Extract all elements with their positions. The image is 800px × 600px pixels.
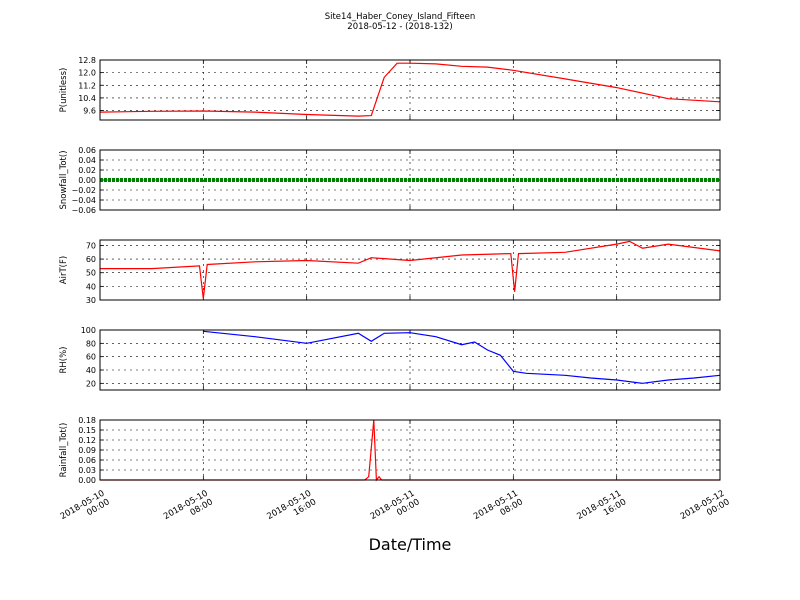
y-tick-label: −0.04 xyxy=(71,196,96,205)
panels: 12.812.011.210.49.6P(unitless)0.060.040.… xyxy=(59,56,721,485)
y-tick-label: 60 xyxy=(86,255,96,264)
y-tick-label: 10.4 xyxy=(78,94,96,103)
x-axis-label: Date/Time xyxy=(369,535,452,554)
y-tick-label: 0.09 xyxy=(78,446,96,455)
y-tick-label: 100 xyxy=(81,326,96,335)
y-tick-label: 11.2 xyxy=(78,81,96,90)
y-axis-label: Rainfall_Tot() xyxy=(59,423,69,478)
y-tick-label: 0.12 xyxy=(78,436,96,445)
y-tick-label: 0.00 xyxy=(78,176,96,185)
y-tick-label: 70 xyxy=(86,241,96,250)
y-axis-label: RH(%) xyxy=(59,346,69,373)
y-tick-label: 12.8 xyxy=(78,56,96,65)
plot-frame xyxy=(99,419,721,481)
y-tick-label: 80 xyxy=(86,339,96,348)
plot-frame xyxy=(99,149,721,211)
y-tick-label: 0.03 xyxy=(78,466,96,475)
plot-frame xyxy=(99,329,721,391)
y-tick-label: 40 xyxy=(86,282,96,291)
y-tick-label: 20 xyxy=(86,379,96,388)
series-line xyxy=(203,330,721,384)
y-axis-label: P(unitless) xyxy=(59,68,69,113)
y-tick-label: −0.06 xyxy=(71,206,96,215)
plot-frame xyxy=(99,59,721,121)
y-tick-label: 0.06 xyxy=(78,146,96,155)
y-tick-label: 0.04 xyxy=(78,156,96,165)
y-tick-label: 0.15 xyxy=(78,426,96,435)
y-tick-label: 0.02 xyxy=(78,166,96,175)
y-tick-label: 9.6 xyxy=(83,107,96,116)
y-tick-label: 0.18 xyxy=(78,416,96,425)
series-line xyxy=(100,240,721,299)
y-tick-label: 60 xyxy=(86,353,96,362)
panel-5: 0.180.150.120.090.060.030.00 Rainfall_Tot… xyxy=(59,416,721,485)
chart-title: Site14_Haber_Coney_Island_Fifteen xyxy=(325,12,476,22)
plot-frame xyxy=(99,239,721,301)
panel-1: 12.8 12.0 11.2 10.4 9.6 P(unitless) xyxy=(59,56,721,121)
y-tick-label: 0.06 xyxy=(78,456,96,465)
panel-2: 0.060.040.020.00−0.02−0.04−0.06Snowfall_… xyxy=(59,146,721,215)
y-axis-label: Snowfall_Tot() xyxy=(59,150,69,209)
y-axis-label: AirT(F) xyxy=(59,256,69,284)
panel-3: 70 60 50 40 30 AirT(F) xyxy=(59,239,721,305)
y-tick-label: 12.0 xyxy=(78,69,96,78)
y-tick-label: 30 xyxy=(86,296,96,305)
chart-subtitle: 2018-05-12 - (2018-132) xyxy=(347,22,452,32)
y-tick-label: 50 xyxy=(86,269,96,278)
panel-4: 100 80 60 40 20 RH(%) xyxy=(59,326,721,391)
y-tick-label: −0.02 xyxy=(71,186,96,195)
y-tick-label: 40 xyxy=(86,366,96,375)
series-line xyxy=(99,62,721,117)
y-tick-label: 0.00 xyxy=(78,476,96,485)
